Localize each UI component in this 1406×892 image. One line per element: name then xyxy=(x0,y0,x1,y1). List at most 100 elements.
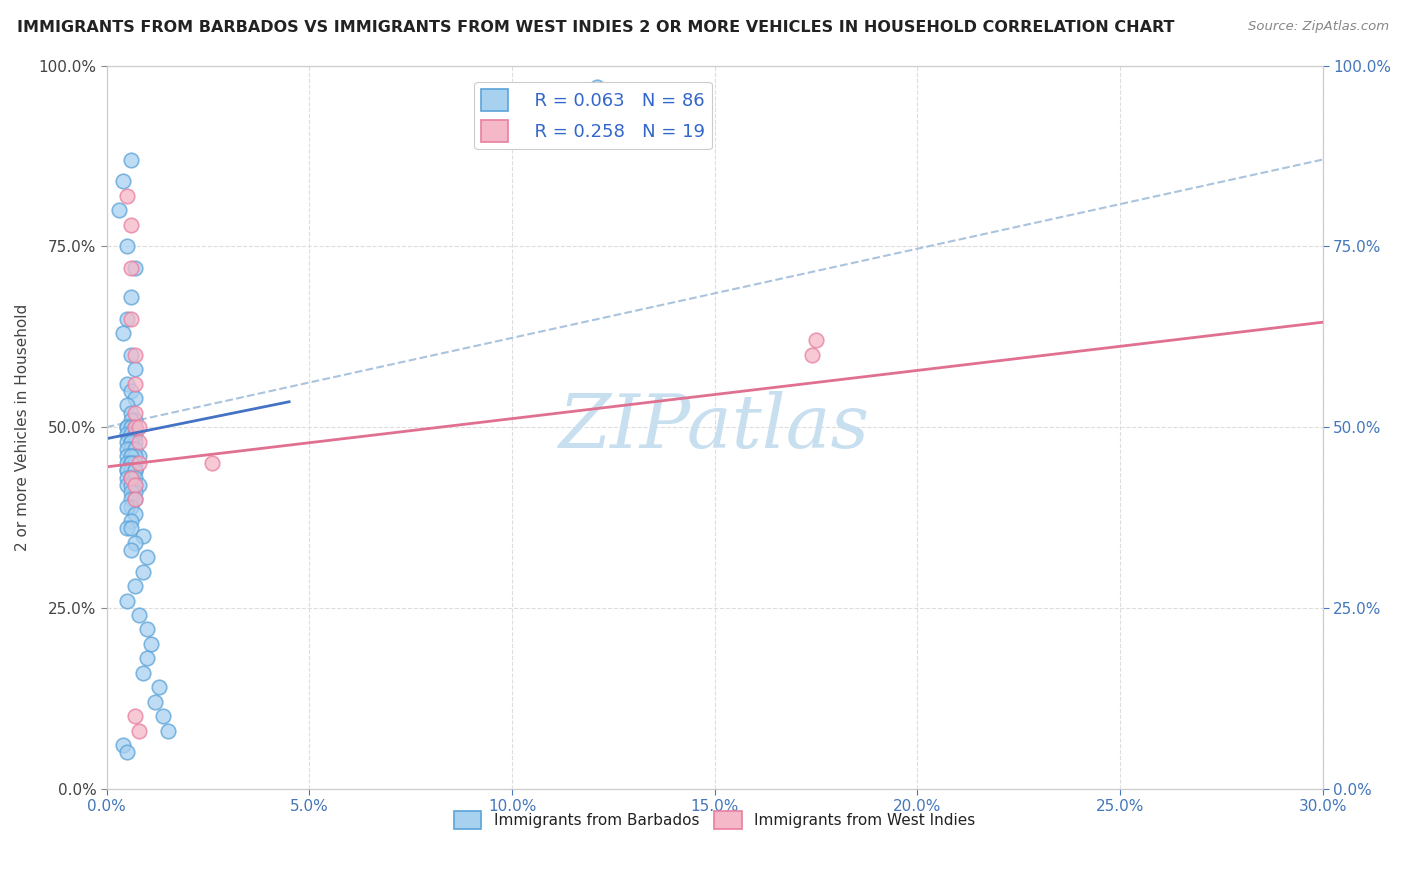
Point xyxy=(115,434,138,449)
Point xyxy=(120,456,142,470)
Point xyxy=(120,449,142,463)
Point xyxy=(124,442,146,456)
Point xyxy=(111,738,134,752)
Point xyxy=(120,420,142,434)
Point xyxy=(124,420,146,434)
Point xyxy=(128,723,150,738)
Point xyxy=(124,579,146,593)
Point xyxy=(124,535,146,549)
Point xyxy=(120,456,142,470)
Point xyxy=(128,607,150,622)
Point xyxy=(128,420,150,434)
Point xyxy=(120,543,142,558)
Point xyxy=(586,80,609,95)
Point xyxy=(115,521,138,535)
Point xyxy=(115,311,138,326)
Point xyxy=(115,376,138,391)
Point xyxy=(120,521,142,535)
Point xyxy=(124,492,146,507)
Point xyxy=(120,406,142,420)
Point xyxy=(120,434,142,449)
Point xyxy=(115,398,138,412)
Point xyxy=(115,500,138,514)
Point xyxy=(120,260,142,275)
Point xyxy=(124,485,146,500)
Point xyxy=(800,348,823,362)
Point xyxy=(120,290,142,304)
Point xyxy=(120,434,142,449)
Point xyxy=(120,514,142,528)
Point xyxy=(120,427,142,442)
Point xyxy=(124,420,146,434)
Point xyxy=(124,463,146,477)
Point xyxy=(124,463,146,477)
Point xyxy=(141,637,163,651)
Point xyxy=(132,528,155,542)
Point xyxy=(132,565,155,579)
Point xyxy=(115,188,138,202)
Point xyxy=(124,376,146,391)
Point xyxy=(124,478,146,492)
Point xyxy=(115,442,138,456)
Point xyxy=(201,456,224,470)
Point xyxy=(124,507,146,521)
Point xyxy=(120,492,142,507)
Point xyxy=(108,203,131,218)
Point xyxy=(120,449,142,463)
Point xyxy=(156,723,179,738)
Point xyxy=(115,593,138,607)
Point xyxy=(120,218,142,232)
Point xyxy=(124,427,146,442)
Point xyxy=(128,456,150,470)
Point xyxy=(128,449,150,463)
Point xyxy=(120,463,142,477)
Text: Source: ZipAtlas.com: Source: ZipAtlas.com xyxy=(1249,20,1389,33)
Point xyxy=(111,326,134,340)
Point xyxy=(124,463,146,477)
Point xyxy=(124,456,146,470)
Point xyxy=(120,442,142,456)
Point xyxy=(120,348,142,362)
Point xyxy=(124,413,146,427)
Point xyxy=(115,463,138,477)
Point xyxy=(124,492,146,507)
Point xyxy=(145,695,167,709)
Point xyxy=(111,174,134,188)
Point xyxy=(148,681,170,695)
Point xyxy=(124,406,146,420)
Point xyxy=(120,153,142,167)
Point xyxy=(115,471,138,485)
Point xyxy=(120,311,142,326)
Point xyxy=(136,623,159,637)
Point xyxy=(124,449,146,463)
Point xyxy=(120,471,142,485)
Legend: Immigrants from Barbados, Immigrants from West Indies: Immigrants from Barbados, Immigrants fro… xyxy=(449,805,981,835)
Point xyxy=(152,709,174,723)
Point xyxy=(124,471,146,485)
Point xyxy=(120,384,142,398)
Point xyxy=(120,413,142,427)
Y-axis label: 2 or more Vehicles in Household: 2 or more Vehicles in Household xyxy=(15,303,30,550)
Point xyxy=(124,362,146,376)
Point xyxy=(124,391,146,405)
Point xyxy=(120,500,142,514)
Point xyxy=(120,442,142,456)
Point xyxy=(115,420,138,434)
Point xyxy=(136,651,159,665)
Point xyxy=(115,239,138,253)
Point xyxy=(120,471,142,485)
Point xyxy=(115,427,138,442)
Point xyxy=(124,348,146,362)
Point xyxy=(115,745,138,759)
Point xyxy=(115,456,138,470)
Point xyxy=(115,420,138,434)
Point xyxy=(115,478,138,492)
Point xyxy=(128,434,150,449)
Point xyxy=(115,463,138,477)
Text: IMMIGRANTS FROM BARBADOS VS IMMIGRANTS FROM WEST INDIES 2 OR MORE VEHICLES IN HO: IMMIGRANTS FROM BARBADOS VS IMMIGRANTS F… xyxy=(17,20,1174,35)
Text: ZIPatlas: ZIPatlas xyxy=(560,391,870,463)
Point xyxy=(132,665,155,680)
Point xyxy=(136,550,159,565)
Point xyxy=(124,478,146,492)
Point xyxy=(120,471,142,485)
